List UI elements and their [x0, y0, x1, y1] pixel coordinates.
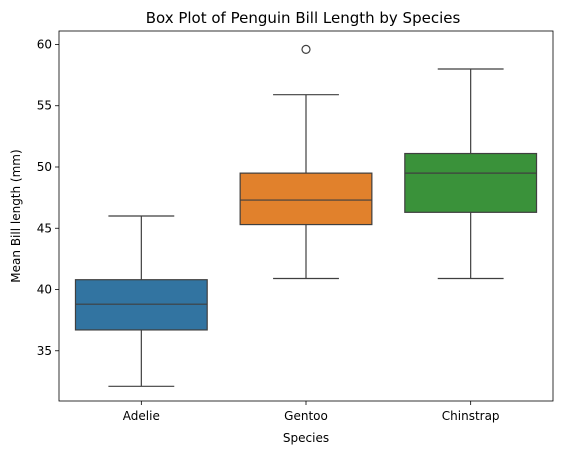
box-chinstrap — [404, 152, 538, 213]
y-tick-label: 50 — [37, 160, 52, 174]
x-tick-label: Chinstrap — [442, 409, 500, 423]
box-gentoo — [239, 172, 373, 226]
y-tick-label: 60 — [37, 37, 52, 51]
x-tick-label: Gentoo — [284, 409, 328, 423]
plot-frame — [58, 30, 554, 402]
outlier-point — [301, 44, 311, 54]
chart-title: Box Plot of Penguin Bill Length by Speci… — [146, 9, 461, 27]
x-axis-label: Species — [283, 431, 329, 445]
y-tick-label: 40 — [37, 283, 52, 297]
y-tick-label: 45 — [37, 221, 52, 235]
y-axis-label: Mean Bill length (mm) — [9, 149, 23, 282]
y-tick-label: 35 — [37, 344, 52, 358]
x-tick-label: Adelie — [123, 409, 160, 423]
box-adelie — [74, 279, 208, 331]
y-tick-label: 55 — [37, 99, 52, 113]
